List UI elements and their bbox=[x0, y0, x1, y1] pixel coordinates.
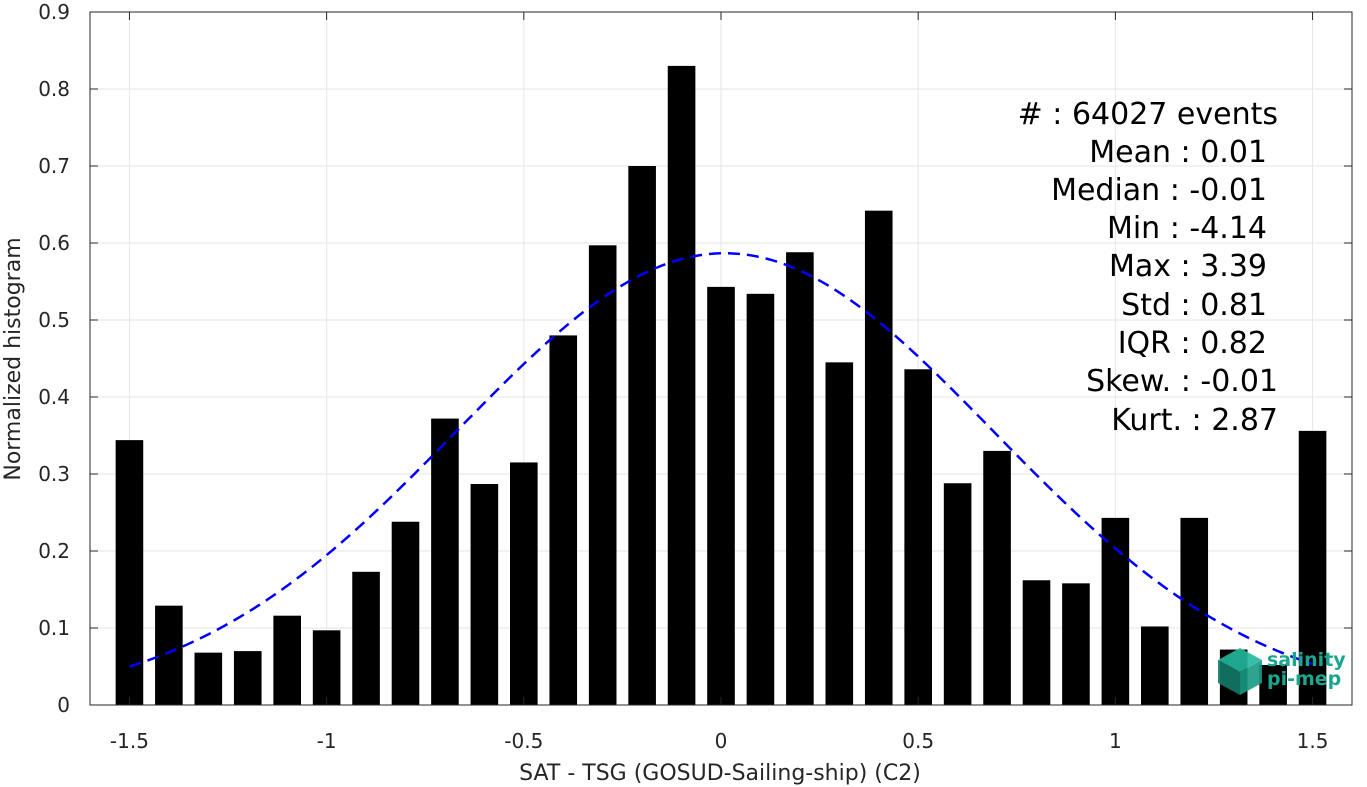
x-tick-label: -1.5 bbox=[110, 729, 149, 753]
stats-annotation: # : 64027 events Mean : 0.01 Median : -0… bbox=[1018, 97, 1278, 438]
logo-text-salinity: salinity bbox=[1267, 649, 1346, 671]
histogram-bar bbox=[707, 286, 735, 705]
y-tick-label: 0.6 bbox=[38, 231, 70, 255]
y-tick-label: 0.8 bbox=[38, 77, 70, 101]
histogram-bar bbox=[1141, 626, 1169, 705]
x-tick-label: 0 bbox=[715, 729, 728, 753]
histogram-bar bbox=[628, 166, 656, 705]
stats-min: Min : -4.14 bbox=[1107, 211, 1267, 246]
x-tick-label: 1.5 bbox=[1297, 729, 1329, 753]
histogram-bar bbox=[431, 418, 459, 705]
histogram-bar bbox=[825, 362, 854, 705]
histogram-bar bbox=[312, 630, 341, 705]
axis-ticks bbox=[90, 11, 1352, 706]
histogram-bar bbox=[1298, 430, 1327, 705]
histogram-bar bbox=[746, 293, 775, 705]
stats-iqr: IQR : 0.82 bbox=[1118, 326, 1267, 361]
y-tick-label: 0.2 bbox=[38, 539, 70, 563]
y-tick-label: 0.7 bbox=[38, 154, 70, 178]
bars bbox=[115, 65, 1327, 706]
histogram-bar bbox=[1101, 517, 1130, 705]
histogram-bar bbox=[983, 450, 1011, 705]
histogram-bar bbox=[155, 605, 183, 705]
histogram-bar bbox=[273, 615, 301, 705]
stats-events: # : 64027 events bbox=[1018, 97, 1278, 132]
y-tick-labels: 0 0.1 0.2 0.3 0.4 0.5 0.6 0.7 0.8 0.9 bbox=[38, 0, 70, 717]
logo-text-pimep: pi-mep bbox=[1267, 668, 1341, 690]
stats-skew: Skew. : -0.01 bbox=[1086, 364, 1278, 399]
y-tick-label: 0.5 bbox=[38, 308, 70, 332]
x-tick-label: 0.5 bbox=[902, 729, 934, 753]
histogram-bar bbox=[470, 484, 499, 705]
stats-kurt: Kurt. : 2.87 bbox=[1111, 403, 1278, 438]
x-tick-label: -0.5 bbox=[504, 729, 543, 753]
stats-median: Median : -0.01 bbox=[1051, 173, 1267, 208]
histogram-bar bbox=[194, 652, 223, 705]
histogram-bar bbox=[391, 521, 420, 705]
histogram-bar bbox=[1062, 583, 1090, 705]
x-tick-labels: -1.5 -1 -0.5 0 0.5 1 1.5 bbox=[110, 729, 1329, 753]
x-tick-label: -1 bbox=[317, 729, 337, 753]
y-tick-label: 0.9 bbox=[38, 0, 70, 24]
salinity-pimep-logo: salinity pi-mep bbox=[1218, 648, 1346, 695]
histogram-bar bbox=[352, 571, 380, 705]
histogram-bar bbox=[115, 440, 144, 705]
stats-max: Max : 3.39 bbox=[1109, 249, 1267, 284]
histogram-bar bbox=[233, 651, 262, 705]
histogram-bar bbox=[786, 252, 814, 706]
y-tick-label: 0 bbox=[57, 693, 70, 717]
y-tick-label: 0.3 bbox=[38, 462, 70, 486]
histogram-bar bbox=[588, 245, 617, 705]
histogram-bar bbox=[904, 369, 932, 705]
y-tick-label: 0.1 bbox=[38, 616, 70, 640]
stats-mean: Mean : 0.01 bbox=[1089, 135, 1267, 170]
logo-cube-icon bbox=[1218, 648, 1262, 695]
histogram-bar bbox=[510, 462, 538, 705]
histogram-bar bbox=[1259, 664, 1287, 705]
y-axis-title: Normalized histogram bbox=[1, 237, 26, 480]
histogram-bar bbox=[943, 483, 972, 705]
histogram-bar bbox=[549, 335, 578, 705]
y-tick-label: 0.4 bbox=[38, 385, 70, 409]
normal-fit-curve bbox=[129, 252, 1313, 668]
stats-std: Std : 0.81 bbox=[1121, 288, 1267, 323]
histogram-bar bbox=[1180, 517, 1209, 705]
x-tick-label: 1 bbox=[1109, 729, 1122, 753]
histogram-bar bbox=[667, 65, 696, 705]
histogram-bar bbox=[1022, 580, 1051, 705]
x-axis-title: SAT - TSG (GOSUD-Sailing-ship) (C2) bbox=[519, 761, 921, 786]
histogram-bar bbox=[864, 210, 893, 705]
